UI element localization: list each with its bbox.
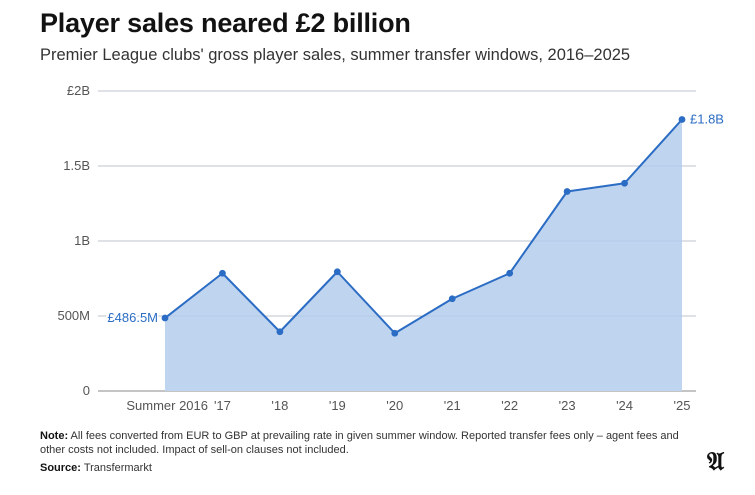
chart-subtitle: Premier League clubs' gross player sales… (40, 46, 631, 64)
chart-notes: Note: All fees converted from EUR to GBP… (40, 429, 700, 475)
data-point (621, 179, 628, 187)
x-tick-label: '24 (616, 398, 633, 413)
data-label: £1.8B (690, 112, 724, 127)
area-fill-layer (98, 90, 696, 391)
data-point (678, 116, 686, 123)
x-tick-label: '22 (501, 398, 518, 413)
y-axis-ticks: 0 500M 1B 1.5B £2B (57, 83, 90, 398)
area-chart: 0 500M 1B 1.5B £2B Summer 2016 '17 '18 '19 '20 '2… (57, 83, 724, 413)
x-tick-label: '19 (329, 398, 346, 413)
data-point (333, 268, 341, 276)
y-tick-label: 500M (57, 308, 90, 323)
x-axis-ticks: Summer 2016 '17 '18 '19 '20 '21 '22 '23 '24 '25 (126, 398, 690, 413)
y-tick-label: 0 (83, 383, 90, 398)
note-text: All fees converted from EUR to GBP at pr… (40, 430, 679, 456)
x-tick-label: '20 (386, 398, 403, 413)
chart-title: Player sales neared £2 billion (40, 8, 411, 38)
note-line: Note: All fees converted from EUR to GBP… (40, 429, 700, 457)
x-tick-label: '21 (444, 398, 461, 413)
y-tick-label: 1.5B (63, 158, 90, 173)
source-label: Source: (40, 462, 81, 474)
data-labels: £486.5M £1.8B (106, 112, 724, 327)
area-fill (165, 119, 682, 391)
source-text: Transfermarkt (80, 462, 152, 474)
series-line (164, 118, 683, 335)
series-line-layer (164, 118, 683, 335)
data-point (448, 295, 456, 303)
y-tick-label: 1B (74, 233, 90, 248)
data-point (506, 269, 514, 277)
data-label: £486.5M (107, 310, 158, 325)
x-tick-label: Summer 2016 (126, 398, 208, 413)
note-label: Note: (40, 430, 69, 442)
x-tick-label: '17 (214, 398, 231, 413)
athletic-logo-icon: 𝔄 (707, 447, 725, 477)
data-point (161, 314, 169, 322)
data-point (219, 269, 226, 277)
data-point (391, 329, 399, 337)
x-tick-label: '18 (271, 398, 288, 413)
x-tick-label: '25 (674, 398, 691, 413)
data-points (161, 116, 686, 337)
y-tick-label: £2B (67, 83, 90, 98)
source-line: Source: Transfermarkt (40, 461, 700, 475)
x-tick-label: '23 (559, 398, 576, 413)
data-point (563, 188, 571, 195)
data-point (276, 328, 284, 336)
